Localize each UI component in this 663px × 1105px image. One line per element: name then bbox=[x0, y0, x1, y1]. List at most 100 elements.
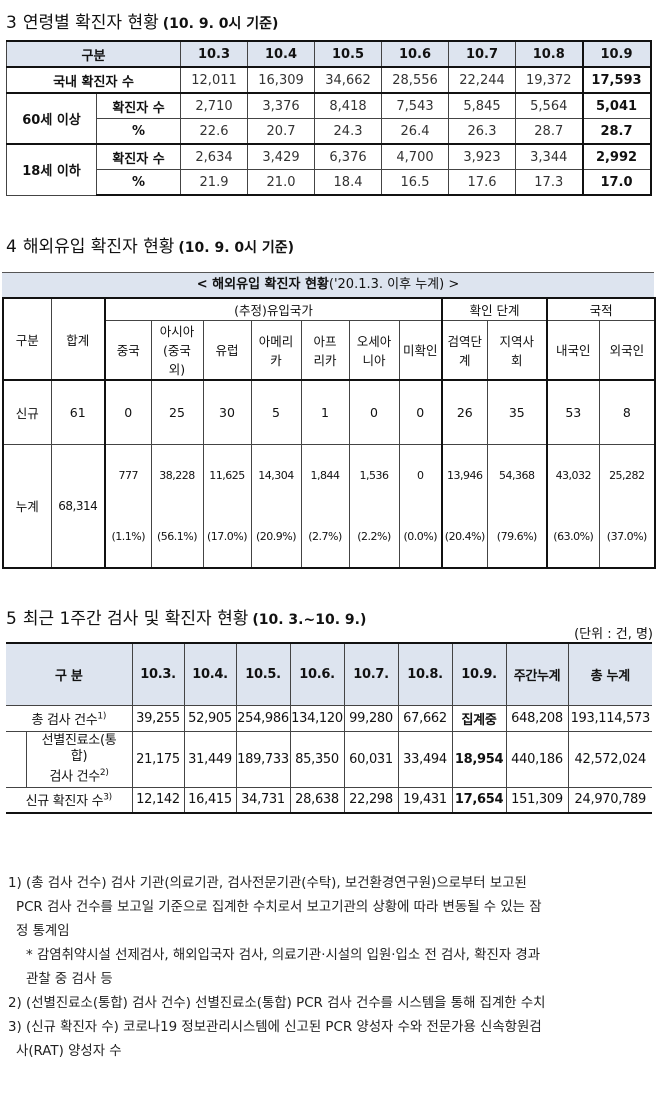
t1-cell: 3,344 bbox=[515, 143, 584, 170]
t1-cell-latest: 5,041 bbox=[581, 92, 652, 119]
t1-over60-count-label: 확진자 수 bbox=[95, 92, 182, 119]
t3-cell: 12,142 bbox=[131, 786, 185, 814]
footnotes: 1) (총 검사 건수) 검사 기관(의료기관, 검사전문기관(수탁), 보건환… bbox=[8, 872, 648, 1064]
t2-cell: 35 bbox=[486, 379, 549, 445]
t3-cell: 60,031 bbox=[343, 730, 399, 788]
t3-cell-latest: 18,954 bbox=[451, 730, 507, 788]
t3-screening-line1: 선별진료소(통 bbox=[41, 732, 117, 748]
t2-group-stage: 확인 단계 bbox=[441, 297, 549, 321]
t3-cell: 85,350 bbox=[289, 730, 345, 788]
t3-new-confirmed-row: 신규 확진자 수3) 12,142 16,415 34,731 28,638 2… bbox=[6, 786, 653, 814]
t1-cell-latest: 2,992 bbox=[581, 143, 652, 170]
age-confirmed-table: 구분 10.3 10.4 10.5 10.6 10.7 10.8 10.9 국내… bbox=[5, 40, 652, 196]
t1-cell: 8,418 bbox=[314, 92, 383, 119]
t3-header-cumulative: 총 누계 bbox=[567, 642, 653, 706]
t1-over60-group: 60세 이상 bbox=[6, 92, 97, 145]
t1-header-date: 10.8 bbox=[515, 40, 584, 68]
t1-under18-pct-label: % bbox=[95, 169, 182, 196]
t3-header-date: 10.3. bbox=[131, 642, 185, 706]
t1-cell: 5,845 bbox=[448, 92, 517, 119]
t1-cell: 3,429 bbox=[247, 143, 316, 170]
t2-group-country: (추정)유입국가 bbox=[104, 297, 444, 321]
t3-total-tests-row: 총 검사 건수1) 39,255 52,905 254,986 134,120 … bbox=[6, 704, 653, 732]
section3-heading: 3 연령별 확진자 현황 (10. 9. 0시 기준) bbox=[6, 8, 278, 33]
t2-cell: 8 bbox=[598, 379, 656, 445]
t3-cell: 33,494 bbox=[397, 730, 453, 788]
t2-pct-cell: (2.7%) bbox=[300, 506, 350, 569]
t3-screening-sup: 2) bbox=[99, 767, 109, 778]
t3-cell: 151,309 bbox=[505, 786, 569, 814]
t3-header-date: 10.6. bbox=[289, 642, 345, 706]
section4-heading: 4 해외유입 확진자 현황 (10. 9. 0시 기준) bbox=[6, 232, 294, 257]
t2-pct-cell: (20.4%) bbox=[441, 506, 488, 569]
t2-cell: 1,536 bbox=[348, 443, 400, 506]
t1-cell: 17.3 bbox=[515, 169, 584, 196]
t2-cumulative-pct-row: (1.1%) (56.1%) (17.0%) (20.9%) (2.7%) (2… bbox=[3, 506, 656, 569]
t3-header-weekly: 주간누계 bbox=[505, 642, 569, 706]
footnote-1-detail-cont: 관찰 중 검사 등 bbox=[26, 972, 113, 987]
t1-cell: 26.4 bbox=[381, 118, 450, 145]
section5-title: 최근 1주간 검사 및 확진자 현황 bbox=[22, 609, 249, 629]
t2-col-country: 아프 리카 bbox=[300, 319, 350, 381]
t3-cell: 31,449 bbox=[183, 730, 237, 788]
t2-cell: 0 bbox=[104, 379, 152, 445]
t1-cell: 2,710 bbox=[180, 92, 249, 119]
t2-cell: 13,946 bbox=[441, 443, 488, 506]
t3-cell-latest: 17,654 bbox=[451, 786, 507, 814]
t1-cell: 22.6 bbox=[180, 118, 249, 145]
t2-cell: 0 bbox=[398, 443, 444, 506]
overseas-inflow-table: 구분 합계 (추정)유입국가 확인 단계 국적 중국 아시아 (중국 외) 유럽… bbox=[2, 297, 657, 569]
t3-total-tests-text: 총 검사 건수 bbox=[31, 712, 98, 728]
t2-pct-cell: (63.0%) bbox=[546, 506, 600, 569]
t1-cell: 19,372 bbox=[515, 66, 584, 94]
t1-under18-pct-row: % 21.9 21.0 18.4 16.5 17.6 17.3 17.0 bbox=[7, 169, 652, 196]
t2-col-nationality: 외국인 bbox=[598, 319, 656, 381]
t2-cumulative-label: 누계 bbox=[2, 443, 52, 569]
t1-cell: 7,543 bbox=[381, 92, 450, 119]
t1-cell: 21.9 bbox=[180, 169, 249, 196]
t2-cell: 0 bbox=[398, 379, 444, 445]
t1-cell: 24.3 bbox=[314, 118, 383, 145]
t2-col-country: 유럽 bbox=[202, 319, 252, 381]
t2-cell: 25 bbox=[150, 379, 204, 445]
t3-header-date: 10.4. bbox=[183, 642, 237, 706]
t2-cumulative-row: 누계 68,314 777 38,228 11,625 14,304 1,844… bbox=[2, 443, 656, 569]
unit-label: (단위 : 건, 명) bbox=[574, 627, 653, 642]
t1-header-date: 10.9 bbox=[581, 40, 652, 68]
t2-pct-cell: (0.0%) bbox=[398, 506, 444, 569]
t1-cell: 6,376 bbox=[314, 143, 383, 170]
t3-cell: 440,186 bbox=[505, 730, 569, 788]
t3-cell: 67,662 bbox=[397, 704, 453, 732]
t2-pct-cell: (17.0%) bbox=[202, 506, 252, 569]
footnote-1: 1) (총 검사 건수) 검사 기관(의료기관, 검사전문기관(수탁), 보건환… bbox=[8, 876, 527, 891]
t2-cell: 26 bbox=[441, 379, 488, 445]
t2-cell: 14,304 bbox=[250, 443, 302, 506]
t3-cell: 99,280 bbox=[343, 704, 399, 732]
t1-header-date: 10.5 bbox=[314, 40, 383, 68]
footnote-1-cont: PCR 검사 건수를 보고일 기준으로 집계한 수치로서 보고기관의 상황에 따… bbox=[16, 900, 542, 915]
footnote-3: 3) (신규 확진자 수) 코로나19 정보관리시스템에 신고된 PCR 양성자… bbox=[8, 1020, 542, 1035]
t2-cell: 11,625 bbox=[202, 443, 252, 506]
t1-over60-count-row: 60세 이상 확진자 수 2,710 3,376 8,418 7,543 5,8… bbox=[6, 92, 652, 145]
t1-cell: 22,244 bbox=[448, 66, 517, 94]
t2-header-total: 합계 bbox=[50, 297, 106, 381]
section4-number: 4 bbox=[6, 237, 17, 257]
t2-cell: 54,368 bbox=[486, 443, 549, 506]
t1-cell: 20.7 bbox=[247, 118, 316, 145]
t2-cumulative-total: 68,314 bbox=[50, 443, 106, 569]
t1-over60-pct-label: % bbox=[95, 118, 182, 145]
t3-screening-label: 선별진료소(통 합) 검사 건수2) bbox=[25, 730, 133, 788]
footnote-1-detail: * 감염취약시설 선제검사, 해외입국자 검사, 의료기관·시설의 입원·입소 … bbox=[26, 948, 541, 963]
t3-new-confirmed-label: 신규 확진자 수3) bbox=[6, 786, 133, 814]
t3-header-date: 10.9. bbox=[451, 642, 507, 706]
t3-cell: 28,638 bbox=[289, 786, 345, 814]
t1-cell: 16.5 bbox=[381, 169, 450, 196]
t1-cell: 34,662 bbox=[314, 66, 383, 94]
section3-subtitle: (10. 9. 0시 기준) bbox=[162, 16, 279, 32]
t3-new-confirmed-text: 신규 확진자 수 bbox=[25, 794, 104, 810]
t2-col-country: 중국 bbox=[104, 319, 152, 381]
t2-cell: 0 bbox=[348, 379, 400, 445]
t2-pct-cell: (2.2%) bbox=[348, 506, 400, 569]
t1-header-gubun: 구분 bbox=[5, 40, 182, 68]
t3-header-row: 구 분 10.3. 10.4. 10.5. 10.6. 10.7. 10.8. … bbox=[6, 642, 653, 706]
